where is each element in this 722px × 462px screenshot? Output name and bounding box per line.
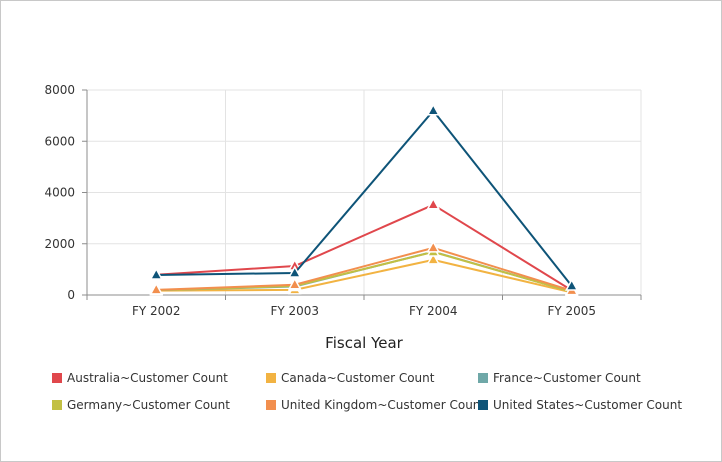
legend: Australia~Customer Count Canada~Customer …: [52, 371, 682, 412]
y-tick-label: 6000: [44, 134, 75, 148]
y-tick-label: 4000: [44, 186, 75, 200]
y-tick-label: 2000: [44, 237, 75, 251]
data-point-marker[interactable]: [426, 197, 441, 210]
x-tick-label: FY 2002: [132, 304, 181, 318]
legend-item[interactable]: United States~Customer Count: [478, 398, 682, 412]
legend-swatch: [266, 400, 276, 410]
data-point-marker[interactable]: [149, 282, 164, 295]
legend-swatch: [52, 373, 62, 383]
legend-label: Australia~Customer Count: [67, 371, 228, 385]
series-line: [156, 258, 572, 294]
legend-swatch: [266, 373, 276, 383]
x-tick-label: FY 2005: [547, 304, 596, 318]
series-line: [156, 246, 573, 292]
x-axis-title: Fiscal Year: [325, 334, 403, 352]
legend-swatch: [478, 373, 488, 383]
series-line: [156, 203, 573, 292]
legend-label: Canada~Customer Count: [281, 371, 435, 385]
legend-label: United Kingdom~Customer Count: [281, 398, 485, 412]
legend-label: France~Customer Count: [493, 371, 641, 385]
legend-item[interactable]: France~Customer Count: [478, 371, 641, 385]
legend-label: Germany~Customer Count: [67, 398, 230, 412]
legend-item[interactable]: United Kingdom~Customer Count: [266, 398, 485, 412]
data-point-marker[interactable]: [426, 240, 441, 253]
legend-swatch: [52, 400, 62, 410]
x-tick-label: FY 2004: [409, 304, 458, 318]
data-point-marker[interactable]: [426, 103, 441, 116]
y-tick-label: 8000: [44, 83, 75, 97]
series-line: [156, 109, 573, 287]
legend-item[interactable]: Australia~Customer Count: [52, 371, 228, 385]
x-tick-label: FY 2003: [270, 304, 319, 318]
legend-item[interactable]: Germany~Customer Count: [52, 398, 230, 412]
legend-label: United States~Customer Count: [493, 398, 682, 412]
series-group: [149, 103, 579, 298]
x-axis-ticks: FY 2002 FY 2003 FY 2004 FY 2005: [86, 295, 642, 318]
data-point-marker[interactable]: [287, 265, 302, 278]
series-4: [149, 240, 579, 296]
series-5: [149, 103, 579, 291]
data-point-marker[interactable]: [149, 267, 164, 280]
legend-swatch: [478, 400, 488, 410]
y-axis-ticks: 0 2000 4000 6000 8000: [44, 83, 87, 302]
legend-item[interactable]: Canada~Customer Count: [266, 371, 435, 385]
y-tick-label: 0: [67, 288, 75, 302]
data-point-marker[interactable]: [426, 252, 441, 265]
data-point-marker[interactable]: [287, 277, 302, 290]
data-point-marker[interactable]: [564, 278, 579, 291]
